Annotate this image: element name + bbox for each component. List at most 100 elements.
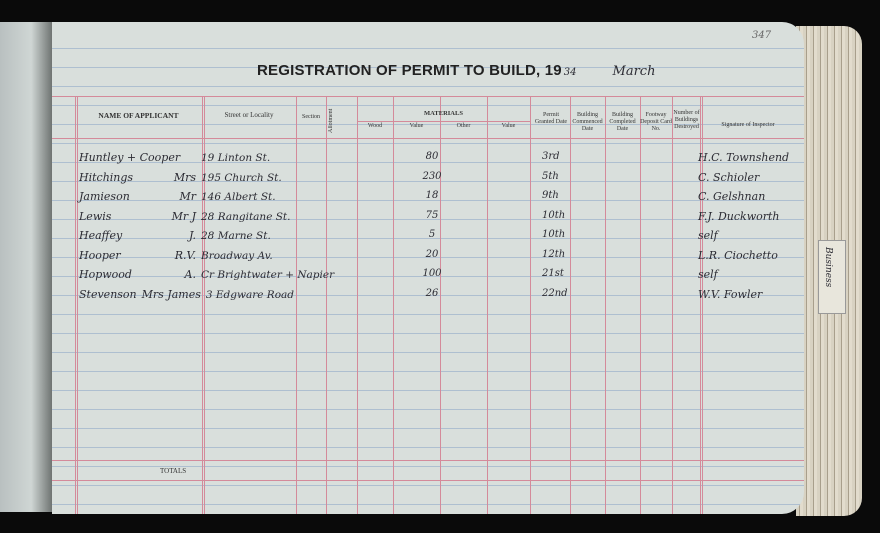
value: 20 xyxy=(425,248,439,260)
index-tab: Business xyxy=(818,240,846,314)
permit-date: 9th xyxy=(542,190,559,201)
applicant-initial: J. xyxy=(188,229,196,242)
row-name-street: Huntley + Cooper 19 Linton St. xyxy=(79,151,270,164)
row-rule xyxy=(52,460,804,461)
row-name-street: Heaffey J. 28 Marne St. xyxy=(79,229,271,242)
applicant-name: Hopwood xyxy=(79,268,132,281)
inspector-signature: F.J. Duckworth xyxy=(698,209,780,223)
permit-date: 10th xyxy=(542,209,566,221)
value: 75 xyxy=(425,209,439,221)
inspector-signature: H.C. Townshend xyxy=(698,151,790,164)
street: 146 Albert St. xyxy=(201,191,276,203)
applicant-cell: Jamieson Mr xyxy=(79,190,196,203)
street: Broadway Av. xyxy=(201,249,273,262)
column-rule xyxy=(357,96,358,514)
row-rule xyxy=(357,121,530,122)
header-footway: Footway Deposit Card No. xyxy=(640,112,672,132)
header-value-2: Value xyxy=(501,123,516,129)
applicant-initial: Mrs xyxy=(173,170,196,184)
value: 100 xyxy=(422,268,442,279)
row-name-street: Stevenson Mrs James 3 Edgware Road xyxy=(79,288,294,301)
header-name: NAME OF APPLICANT xyxy=(98,111,179,120)
applicant-cell: Stevenson Mrs James xyxy=(79,288,201,301)
header-destroyed: Number of Buildings Destroyed xyxy=(673,110,700,130)
inspector-signature: C. Schioler xyxy=(698,170,760,184)
street: Cr Brightwater + Napier xyxy=(201,269,335,281)
column-rule xyxy=(326,96,327,514)
title-bar: REGISTRATION OF PERMIT TO BUILD, 19 34 M… xyxy=(257,62,655,79)
column-rule xyxy=(605,96,606,514)
applicant-initial: Mr xyxy=(179,190,196,203)
page-title: REGISTRATION OF PERMIT TO BUILD, 19 xyxy=(257,62,562,79)
street: 28 Marne St. xyxy=(201,230,271,242)
page-number: 347 xyxy=(752,30,772,41)
inspector-signature: L.R. Ciochetto xyxy=(698,248,778,262)
inspector-signature: W.V. Fowler xyxy=(698,287,763,301)
inspector-signature: self xyxy=(698,229,718,242)
header-other: Other xyxy=(456,123,471,129)
applicant-cell: Hitchings Mrs xyxy=(79,171,196,184)
header-signature: Signature of Inspector xyxy=(721,122,775,128)
column-rule xyxy=(530,96,531,514)
applicant-initial: A. xyxy=(184,268,196,281)
value: 230 xyxy=(422,170,442,182)
row-name-street: Hopwood A. Cr Brightwater + Napier xyxy=(79,268,334,281)
row-rule xyxy=(52,96,804,97)
column-rule xyxy=(570,96,571,514)
value: 26 xyxy=(425,287,439,299)
row-rule xyxy=(52,480,804,481)
inspector-signature: self xyxy=(698,268,718,281)
column-rule xyxy=(487,96,488,514)
applicant-name: Stevenson xyxy=(79,287,137,301)
column-rule xyxy=(700,96,701,514)
column-rule xyxy=(440,96,441,514)
header-permit-date: Permit Granted Date xyxy=(534,112,568,125)
month: March xyxy=(612,64,656,79)
street: 3 Edgware Road xyxy=(205,288,295,301)
applicant-initial: R.V. xyxy=(174,248,196,262)
applicant-cell: Heaffey J. xyxy=(79,229,196,242)
permit-date: 12th xyxy=(542,248,566,260)
street: 19 Linton St. xyxy=(201,152,271,164)
left-page-edge xyxy=(0,22,52,512)
header-materials: MATERIALS xyxy=(424,110,463,117)
header-street: Street or Locality xyxy=(224,111,274,119)
applicant-name: Hitchings xyxy=(79,170,134,184)
applicant-name: Heaffey xyxy=(79,229,123,242)
header-commenced: Building Commenced Date xyxy=(572,112,603,132)
header-completed: Building Completed Date xyxy=(609,112,636,132)
applicant-cell: Huntley + Cooper xyxy=(79,151,196,164)
totals-label: TOTALS xyxy=(160,467,187,475)
applicant-name: Lewis xyxy=(79,209,112,223)
column-rule xyxy=(672,96,673,514)
applicant-name: Jamieson xyxy=(79,190,130,203)
row-rule xyxy=(52,138,804,139)
row-name-street: Jamieson Mr 146 Albert St. xyxy=(79,190,276,203)
inspector-signature: C. Gelshnan xyxy=(698,190,766,203)
ledger-page: 347 REGISTRATION OF PERMIT TO BUILD, 19 … xyxy=(52,22,804,514)
applicant-cell: Hopwood A. xyxy=(79,268,196,281)
applicant-cell: Lewis Mr J xyxy=(79,210,196,223)
applicant-initial: Mrs James xyxy=(141,287,201,301)
applicant-name: Hooper xyxy=(79,248,121,262)
permit-date: 5th xyxy=(542,170,559,182)
street: 28 Rangitane St. xyxy=(201,210,291,223)
value: 80 xyxy=(425,151,439,162)
header-wood: Wood xyxy=(367,123,383,129)
value: 5 xyxy=(428,229,436,240)
column-rule xyxy=(202,96,203,514)
street: 195 Church St. xyxy=(201,171,282,184)
permit-date: 22nd xyxy=(542,287,568,299)
index-tab-label: Business xyxy=(823,247,833,288)
permit-date: 10th xyxy=(542,229,566,240)
applicant-cell: Hooper R.V. xyxy=(79,249,196,262)
applicant-name: Huntley + Cooper xyxy=(79,151,181,164)
column-rule xyxy=(393,96,394,514)
value: 18 xyxy=(425,190,439,201)
applicant-initial: Mr J xyxy=(171,209,196,223)
year-suffix: 34 xyxy=(563,67,577,78)
row-name-street: Hitchings Mrs 195 Church St. xyxy=(79,171,282,184)
permit-date: 3rd xyxy=(542,151,560,162)
row-name-street: Lewis Mr J 28 Rangitane St. xyxy=(79,210,291,223)
column-rule xyxy=(296,96,297,514)
